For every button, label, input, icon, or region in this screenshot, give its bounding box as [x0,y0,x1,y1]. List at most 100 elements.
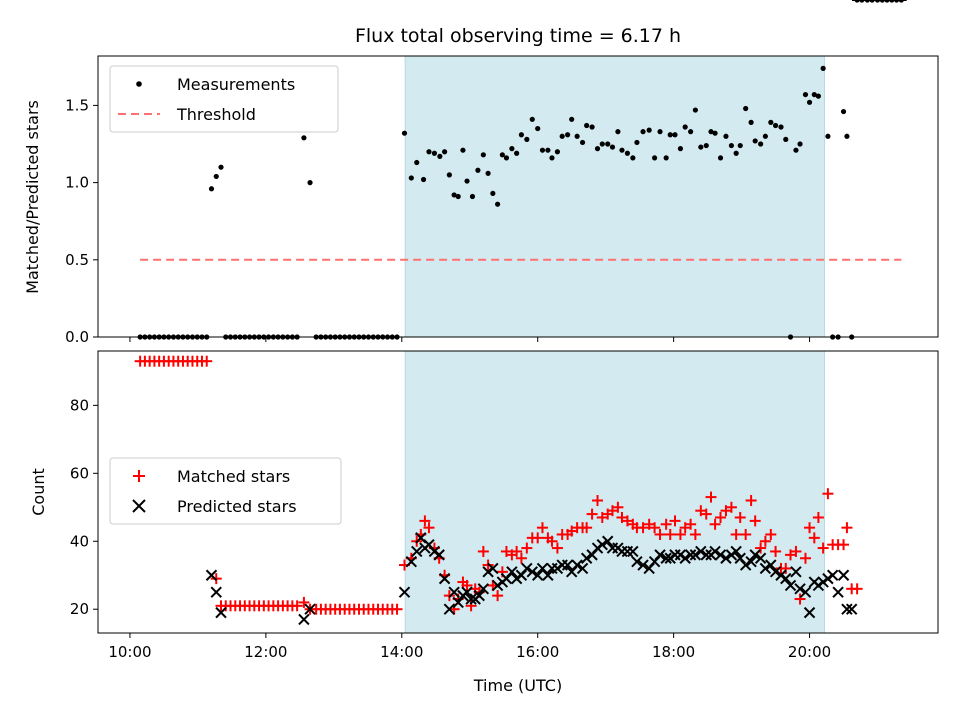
top-observing-span [404,55,826,338]
predicted-star-point [709,545,721,558]
measurement-point [663,155,669,161]
predicted-star-point [506,566,518,578]
matched-star-point [749,515,761,527]
predicted-star-point [754,552,767,564]
predicted-star-point [749,549,761,561]
measurement-point [208,186,215,192]
predicted-star-point [596,538,608,551]
measurement-point [589,124,595,130]
predicted-star-point [689,549,702,561]
matched-star-point [705,491,717,503]
matched-star-point [740,528,752,540]
predicted-star-point [695,545,707,558]
measurement-point [806,99,813,105]
predicted-star-point [487,562,499,575]
measurement-point [672,132,678,138]
measurement-point [446,172,452,178]
predicted-star-point [720,552,732,564]
measurement-point [401,130,408,136]
matched-star-point [515,552,527,564]
measurement-point [426,149,432,155]
matched-star-point [536,522,548,534]
measurement-point [723,133,729,139]
measurement-point [615,129,621,135]
matched-star-point [755,542,767,554]
predicted-star-point [473,589,485,602]
matched-star-point [674,528,686,540]
legend-predicted-label: Predicted stars [177,497,297,516]
measurement-point [218,164,224,170]
predicted-star-point [526,566,538,578]
measurement-point [455,193,461,200]
matched-star-point [669,515,681,527]
measurement-point [442,149,448,155]
measurement-point [783,136,789,142]
predicted-star-point [411,545,423,558]
legend-matched-marker [133,470,145,482]
matched-star-point [730,528,742,540]
matched-star-point [532,532,544,544]
predicted-star-point [438,572,451,585]
legend-predicted-marker [132,499,146,513]
bottom-y-tick-label: 80 [70,396,89,414]
predicted-star-point [684,549,697,561]
measurement-point [464,178,470,184]
measurement-point [624,150,631,156]
measurement-point [495,201,501,207]
measurement-point [307,180,313,186]
measurement-point [778,124,784,130]
predicted-star-point [769,566,782,578]
predicted-star-point [845,603,858,615]
measurement-point [524,136,530,142]
predicted-star-point [759,562,772,575]
matched-star-point [581,522,593,534]
matched-star-point [685,518,697,530]
measurement-point [460,147,466,153]
matched-star-point [804,522,816,534]
bottom-legend-box [109,457,342,525]
matched-star-point [492,590,504,602]
measurement-point [640,129,646,135]
predicted-star-point [448,586,460,598]
measurement-point [815,93,821,99]
measurement-point [768,119,774,125]
matched-star-point [817,542,829,554]
measurement-point [802,91,809,98]
measurement-point [688,129,694,135]
measurement-point [503,155,510,161]
predicted-star-point [841,603,853,615]
predicted-star-point [790,566,802,578]
measurement-point [554,149,561,155]
bottom-legend: Matched stars Predicted stars [109,457,342,525]
matched-star-point [790,545,802,557]
measurement-point [518,132,524,138]
measurement-point [820,65,826,71]
matched-star-point [461,579,473,591]
measurement-point [213,173,219,180]
matched-star-point [511,545,523,557]
matched-star-point [419,515,431,527]
matched-star-point [201,355,213,367]
matched-star-point [851,583,863,595]
measurement-point [529,116,535,122]
predicted-star-point [637,559,649,571]
measurement-point [708,129,714,135]
matched-star-point [794,593,806,605]
measurement-point [514,150,520,156]
measurement-point [733,150,739,156]
matched-star-point [551,542,563,554]
bottom-panel: 10:00 12:00 14:00 16:00 18:00 20:00 20 40 60 80 C… [29,0,939,695]
x-tick-label: 12:00 [244,643,287,661]
measurement-point [431,150,438,156]
measurement-point [844,133,850,139]
predicted-star-point [794,583,806,595]
measurement-point [469,193,476,200]
measurement-point [797,141,803,147]
measurement-point [605,141,611,147]
matched-star-point [709,518,721,530]
measurement-point [549,155,555,161]
predicted-star-point [654,549,666,561]
matched-star-point [725,501,737,513]
predicted-star-point [580,552,593,564]
top-y-tick-label: 1.0 [65,174,89,192]
